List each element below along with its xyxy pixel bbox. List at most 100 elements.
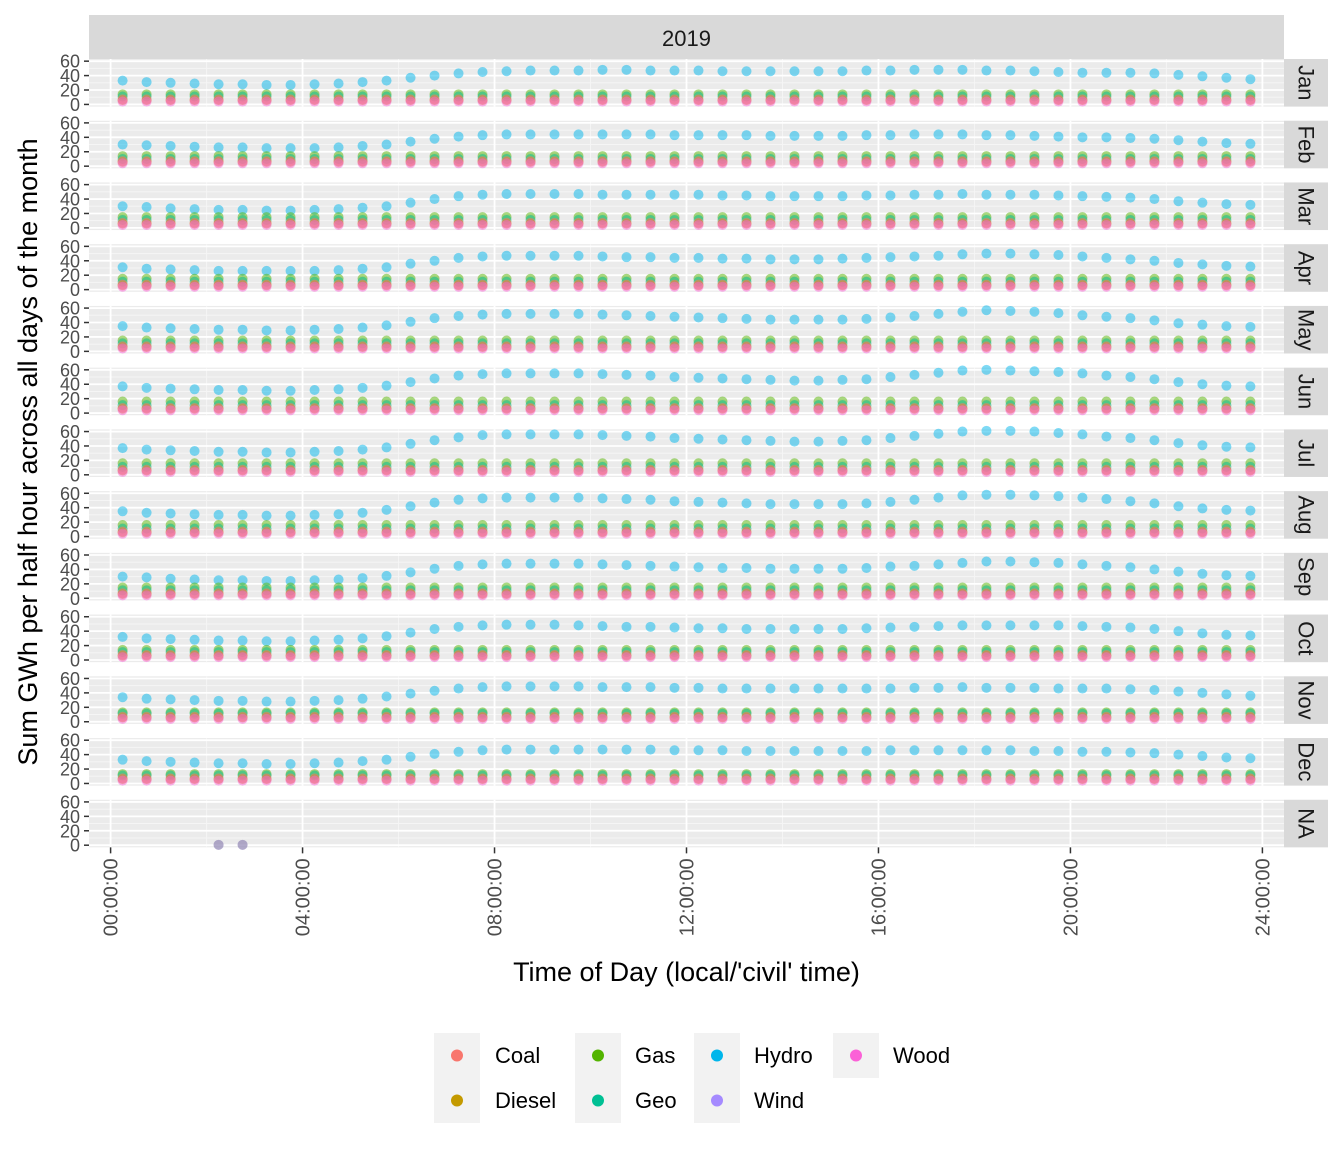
points-nov: [117, 681, 1256, 724]
hydro-point: [765, 746, 776, 757]
hydro-point: [381, 262, 392, 273]
hydro-point: [261, 143, 272, 154]
wood-point: [765, 220, 776, 231]
hydro-point: [429, 133, 440, 144]
wood-point: [765, 466, 776, 477]
wood-point: [189, 158, 200, 169]
y-tick-label: 60: [60, 546, 80, 566]
wood-point: [813, 158, 824, 169]
wood-point: [453, 590, 464, 601]
wood-point: [837, 343, 848, 354]
hydro-point: [789, 499, 800, 510]
wood-point: [1197, 96, 1208, 107]
y-tick-label: 40: [60, 560, 80, 580]
wood-point: [597, 96, 608, 107]
hydro-point: [741, 253, 752, 264]
hydro-point: [621, 682, 632, 693]
wood-point: [1245, 466, 1256, 477]
wood-point: [405, 775, 416, 786]
hydro-point: [573, 429, 584, 440]
wood-point: [1125, 343, 1136, 354]
hydro-point: [621, 744, 632, 755]
wood-point: [861, 220, 872, 231]
hydro-point: [573, 492, 584, 503]
wood-point: [309, 220, 320, 231]
wood-point: [1125, 528, 1136, 539]
hydro-point: [717, 562, 728, 573]
wood-point: [693, 775, 704, 786]
points-jun: [117, 364, 1256, 416]
hydro-point: [981, 682, 992, 693]
wood-point: [501, 281, 512, 292]
wood-point: [645, 343, 656, 354]
hydro-point: [789, 254, 800, 265]
y-tick-label: 0: [70, 157, 80, 177]
hydro-point: [165, 77, 176, 88]
hydro-point: [381, 570, 392, 581]
hydro-point: [141, 633, 152, 644]
hydro-point: [165, 264, 176, 275]
wood-point: [501, 652, 512, 663]
hydro-point: [885, 433, 896, 444]
wood-point: [549, 405, 560, 416]
hydro-point: [1101, 746, 1112, 757]
wood-point: [597, 220, 608, 231]
wood-point: [141, 281, 152, 292]
hydro-point: [165, 634, 176, 645]
hydro-point: [453, 560, 464, 571]
wood-point: [645, 713, 656, 724]
y-tick-label: 0: [70, 589, 80, 609]
hydro-point: [1053, 557, 1064, 568]
wood-point: [1197, 466, 1208, 477]
wood-point: [381, 590, 392, 601]
wood-point: [1125, 405, 1136, 416]
wood-point: [957, 96, 968, 107]
hydro-point: [693, 252, 704, 263]
hydro-point: [813, 130, 824, 141]
hydro-point: [1101, 67, 1112, 78]
wood-point: [981, 96, 992, 107]
hydro-point: [1221, 321, 1232, 332]
hydro-point: [933, 428, 944, 439]
wood-point: [237, 158, 248, 169]
hydro-point: [1125, 433, 1136, 444]
hydro-point: [117, 201, 128, 212]
hydro-point: [1173, 377, 1184, 388]
wood-point: [597, 158, 608, 169]
hydro-point: [1245, 74, 1256, 85]
wood-point: [885, 713, 896, 724]
hydro-point: [981, 65, 992, 76]
wood-point: [861, 96, 872, 107]
wood-point: [429, 713, 440, 724]
hydro-point: [237, 446, 248, 457]
wood-point: [669, 775, 680, 786]
wood-point: [261, 775, 272, 786]
facet-label: Jan: [1294, 65, 1319, 100]
hydro-point: [765, 499, 776, 510]
wood-point: [693, 590, 704, 601]
wood-point: [861, 281, 872, 292]
hydro-point: [1053, 366, 1064, 377]
hydro-point: [357, 633, 368, 644]
hydro-point: [741, 435, 752, 446]
wood-point: [309, 343, 320, 354]
hydro-point: [309, 635, 320, 646]
hydro-point: [597, 369, 608, 380]
wood-point: [1221, 281, 1232, 292]
hydro-point: [957, 490, 968, 501]
wood-point: [1221, 343, 1232, 354]
wood-point: [141, 590, 152, 601]
wood-point: [525, 281, 536, 292]
wood-point: [837, 405, 848, 416]
wood-point: [933, 220, 944, 231]
hydro-point: [309, 143, 320, 154]
wood-point: [645, 775, 656, 786]
hydro-point: [549, 188, 560, 199]
wood-point: [189, 96, 200, 107]
wood-point: [117, 96, 128, 107]
hydro-point: [789, 191, 800, 202]
wood-point: [525, 713, 536, 724]
wood-point: [501, 158, 512, 169]
